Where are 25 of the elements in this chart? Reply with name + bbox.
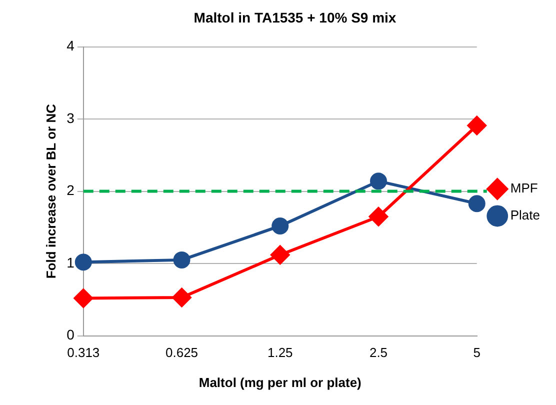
x-tick-label: 1.25 (267, 345, 293, 360)
y-tick-label: 1 (66, 254, 75, 270)
point (468, 195, 486, 212)
point (369, 207, 388, 226)
legend-label: MPF (510, 180, 538, 196)
y-tick-label: 2 (66, 182, 75, 198)
x-tick-label: 5 (473, 345, 480, 360)
point (172, 288, 192, 308)
legend-label: Plate (510, 208, 540, 223)
y-tick-label: 4 (66, 38, 75, 54)
point (74, 288, 93, 308)
x-tick-label: 0.313 (67, 345, 100, 360)
point (467, 116, 486, 136)
x-axis-title: Maltol (mg per ml or plate) (198, 374, 362, 390)
chart-title: Maltol in TA1535 + 10% S9 mix (194, 9, 396, 26)
point (272, 217, 289, 234)
point (74, 254, 92, 271)
y-tick-label: 0 (66, 326, 75, 343)
point (173, 251, 190, 268)
point (270, 245, 290, 264)
y-axis-title: Fold increase over BL or NC (43, 103, 58, 279)
point (370, 172, 387, 190)
x-tick-label: 0.625 (165, 345, 198, 360)
y-tick-label: 3 (66, 110, 75, 126)
x-tick-label: 2.5 (369, 345, 388, 360)
